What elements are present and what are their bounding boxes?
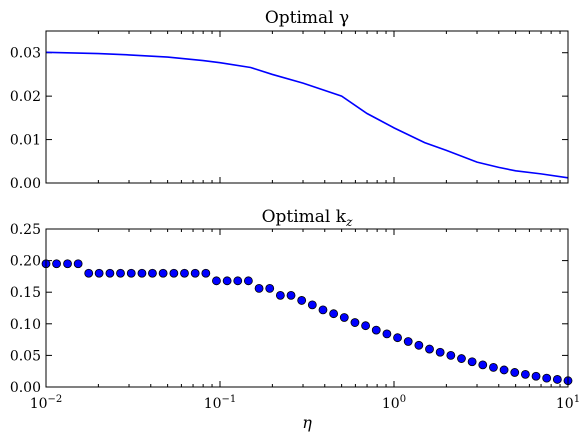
kz-data-point: [457, 354, 466, 363]
x-tick-base: 10: [204, 396, 222, 412]
kz-data-point: [105, 268, 115, 278]
x-tick-label: 101: [556, 394, 580, 412]
kz-data-point: [265, 284, 275, 293]
y-tick-label: 0.05: [10, 348, 41, 364]
kz-data-point: [94, 268, 104, 278]
kz-data-point: [52, 259, 61, 269]
kz-data-point: [63, 259, 72, 269]
kz-data-point: [446, 350, 456, 360]
kz-data-point: [201, 268, 211, 278]
y-tick-label: 0.02: [10, 89, 41, 105]
chart-title-gamma: Optimal γ: [265, 8, 349, 28]
kz-data-point: [297, 296, 307, 305]
kz-data-point: [531, 371, 541, 381]
kz-data-point: [361, 321, 370, 331]
kz-data-point: [243, 276, 253, 286]
kz-data-point: [137, 268, 147, 278]
kz-data-point: [73, 259, 83, 269]
kz-data-point: [393, 333, 402, 343]
kz-data-point: [467, 357, 477, 367]
kz-data-point: [212, 276, 221, 286]
x-tick-exponent: 1: [574, 394, 580, 405]
kz-data-point: [414, 340, 424, 350]
kz-data-point: [382, 329, 392, 339]
kz-data-point: [148, 268, 157, 278]
x-tick-label: 100: [382, 394, 406, 412]
y-tick-label: 0.20: [10, 254, 41, 270]
kz-data-point: [329, 309, 339, 319]
kz-data-point: [286, 290, 296, 300]
chart-title-kz: Optimal kz: [262, 207, 354, 229]
kz-data-point: [307, 300, 317, 310]
y-tick-label: 0.00: [10, 176, 41, 192]
kz-data-point: [233, 276, 243, 286]
kz-data-point: [435, 347, 445, 357]
kz-data-point: [478, 360, 488, 370]
kz-data-point: [510, 368, 520, 377]
kz-data-point: [84, 268, 94, 278]
y-tick-label: 0.15: [10, 285, 41, 301]
kz-data-point: [126, 268, 136, 278]
kz-data-point: [116, 268, 125, 278]
kz-data-point: [542, 373, 552, 383]
y-tick-label: 0.01: [10, 133, 41, 149]
x-tick-base: 10: [30, 396, 48, 412]
y-tick-label: 0.00: [10, 380, 41, 396]
kz-data-point: [158, 268, 168, 278]
kz-data-point: [489, 363, 498, 372]
x-tick-label: 10−1: [204, 394, 237, 412]
kz-data-point: [222, 276, 232, 286]
x-tick-base: 10: [556, 396, 574, 412]
kz-data-point: [499, 365, 509, 375]
kz-data-point: [254, 284, 264, 293]
x-tick-label: 10−2: [30, 394, 63, 412]
kz-data-point: [339, 313, 349, 322]
kz-data-point: [180, 268, 189, 278]
x-tick-exponent: −1: [222, 394, 237, 405]
kz-data-point: [425, 344, 434, 354]
kz-data-point: [169, 268, 179, 278]
kz-data-point: [318, 305, 328, 315]
chart-title-kz-main: Optimal k: [262, 207, 347, 227]
x-tick-base: 10: [382, 396, 400, 412]
x-axis-label: η: [302, 413, 312, 432]
kz-data-point: [403, 337, 413, 346]
kz-data-point: [520, 369, 530, 379]
chart-title-kz-subscript: z: [345, 215, 353, 229]
kz-data-point: [350, 318, 360, 327]
kz-data-point: [275, 290, 285, 300]
x-tick-exponent: −2: [48, 394, 63, 405]
kz-data-point: [190, 268, 200, 278]
plot-frame-gamma: [45, 30, 569, 184]
plot-frame-kz: [45, 228, 569, 388]
y-tick-label: 0.03: [10, 46, 41, 62]
kz-data-point: [552, 375, 562, 384]
y-tick-label: 0.25: [10, 222, 41, 238]
x-tick-exponent: 0: [400, 394, 406, 405]
gamma-series-line: [45, 51, 569, 179]
y-tick-label: 0.10: [10, 317, 41, 333]
kz-data-point: [371, 325, 381, 335]
